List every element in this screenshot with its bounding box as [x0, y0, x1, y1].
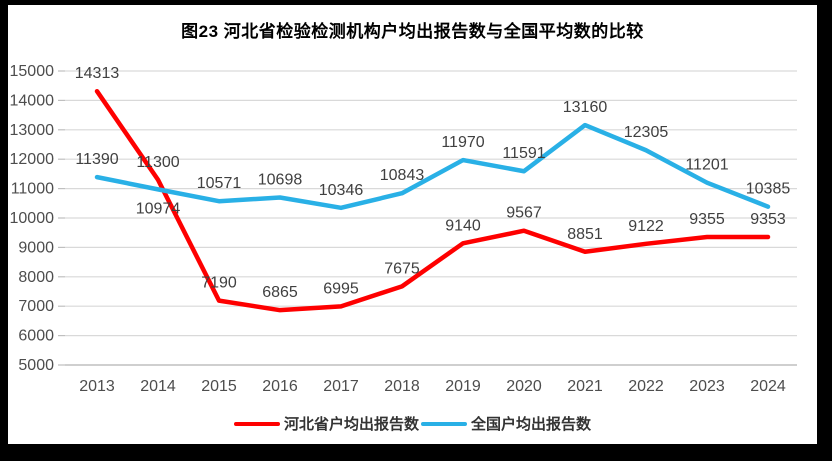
x-axis-tick-label: 2022	[628, 378, 664, 395]
legend-line-swatch-blue	[421, 421, 467, 426]
chart-canvas: 图23 河北省检验检测机构户均出报告数与全国平均数的比较 5000 6000 700…	[8, 5, 817, 444]
x-axis-tick-label: 2015	[201, 378, 237, 395]
data-label: 9567	[506, 205, 542, 222]
legend-label-hebei: 河北省户均出报告数	[283, 416, 419, 433]
x-axis-tick-label: 2019	[445, 378, 481, 395]
data-label: 11390	[75, 151, 118, 168]
data-label: 9140	[445, 217, 481, 234]
x-axis-tick-label: 2017	[323, 378, 359, 395]
line-chart: 5000 6000 7000 8000 9000 10000 11000 12000 13000…	[10, 63, 797, 395]
data-label: 11970	[441, 134, 484, 151]
data-label: 12305	[624, 124, 669, 141]
y-axis-tick-label: 6000	[18, 328, 54, 345]
y-axis-tick-label: 12000	[10, 151, 55, 168]
y-axis-tick-label: 5000	[18, 357, 54, 374]
data-label: 10385	[746, 181, 791, 198]
chart-title: 图23 河北省检验检测机构户均出报告数与全国平均数的比较	[181, 22, 644, 41]
data-label: 7675	[384, 260, 420, 277]
y-axis-tick-label: 14000	[10, 92, 55, 109]
data-label: 7190	[201, 275, 237, 292]
series-line-1	[94, 122, 771, 211]
data-label: 10571	[197, 175, 242, 192]
x-axis-tick-label: 2023	[689, 378, 725, 395]
x-axis-tick-label: 2014	[140, 378, 176, 395]
x-axis-tick-label: 2020	[506, 378, 542, 395]
legend-item-hebei: 河北省户均出报告数	[233, 413, 419, 434]
data-label: 10698	[258, 171, 303, 188]
data-label: 10974	[136, 200, 181, 217]
y-axis-tick-label: 7000	[18, 298, 54, 315]
y-axis-tick-label: 11000	[11, 181, 54, 198]
chart-legend: 河北省户均出报告数 全国户均出报告数	[8, 413, 817, 434]
y-axis-tick-label: 15000	[10, 63, 55, 80]
data-label: 6865	[262, 284, 298, 301]
data-label: 13160	[563, 99, 608, 116]
data-label: 11300	[136, 154, 179, 171]
x-axis-tick-label: 2024	[750, 378, 786, 395]
data-label: 11201	[685, 157, 728, 174]
data-label: 11591	[502, 145, 545, 162]
x-axis-tick-label: 2013	[79, 378, 115, 395]
y-axis-tick-label: 9000	[18, 239, 54, 256]
data-label: 10843	[380, 167, 425, 184]
data-label: 9122	[628, 218, 664, 235]
data-label: 8851	[567, 226, 603, 243]
y-axis-tick-label: 13000	[10, 122, 55, 139]
x-axis-tick-label: 2016	[262, 378, 298, 395]
data-label: 14313	[75, 65, 120, 82]
y-axis-tick-label: 10000	[10, 210, 55, 227]
y-axis-tick-label: 8000	[18, 269, 54, 286]
legend-label-national: 全国户均出报告数	[471, 416, 592, 433]
data-label: 9355	[689, 211, 725, 228]
x-axis-tick-label: 2018	[384, 378, 420, 395]
series-line-0	[94, 88, 771, 313]
data-label: 10346	[319, 182, 364, 199]
legend-item-national: 全国户均出报告数	[421, 413, 591, 434]
x-axis-tick-label: 2021	[567, 378, 603, 395]
data-label: 9353	[750, 211, 786, 228]
legend-line-swatch-red	[233, 421, 280, 426]
data-label: 6995	[323, 280, 359, 297]
